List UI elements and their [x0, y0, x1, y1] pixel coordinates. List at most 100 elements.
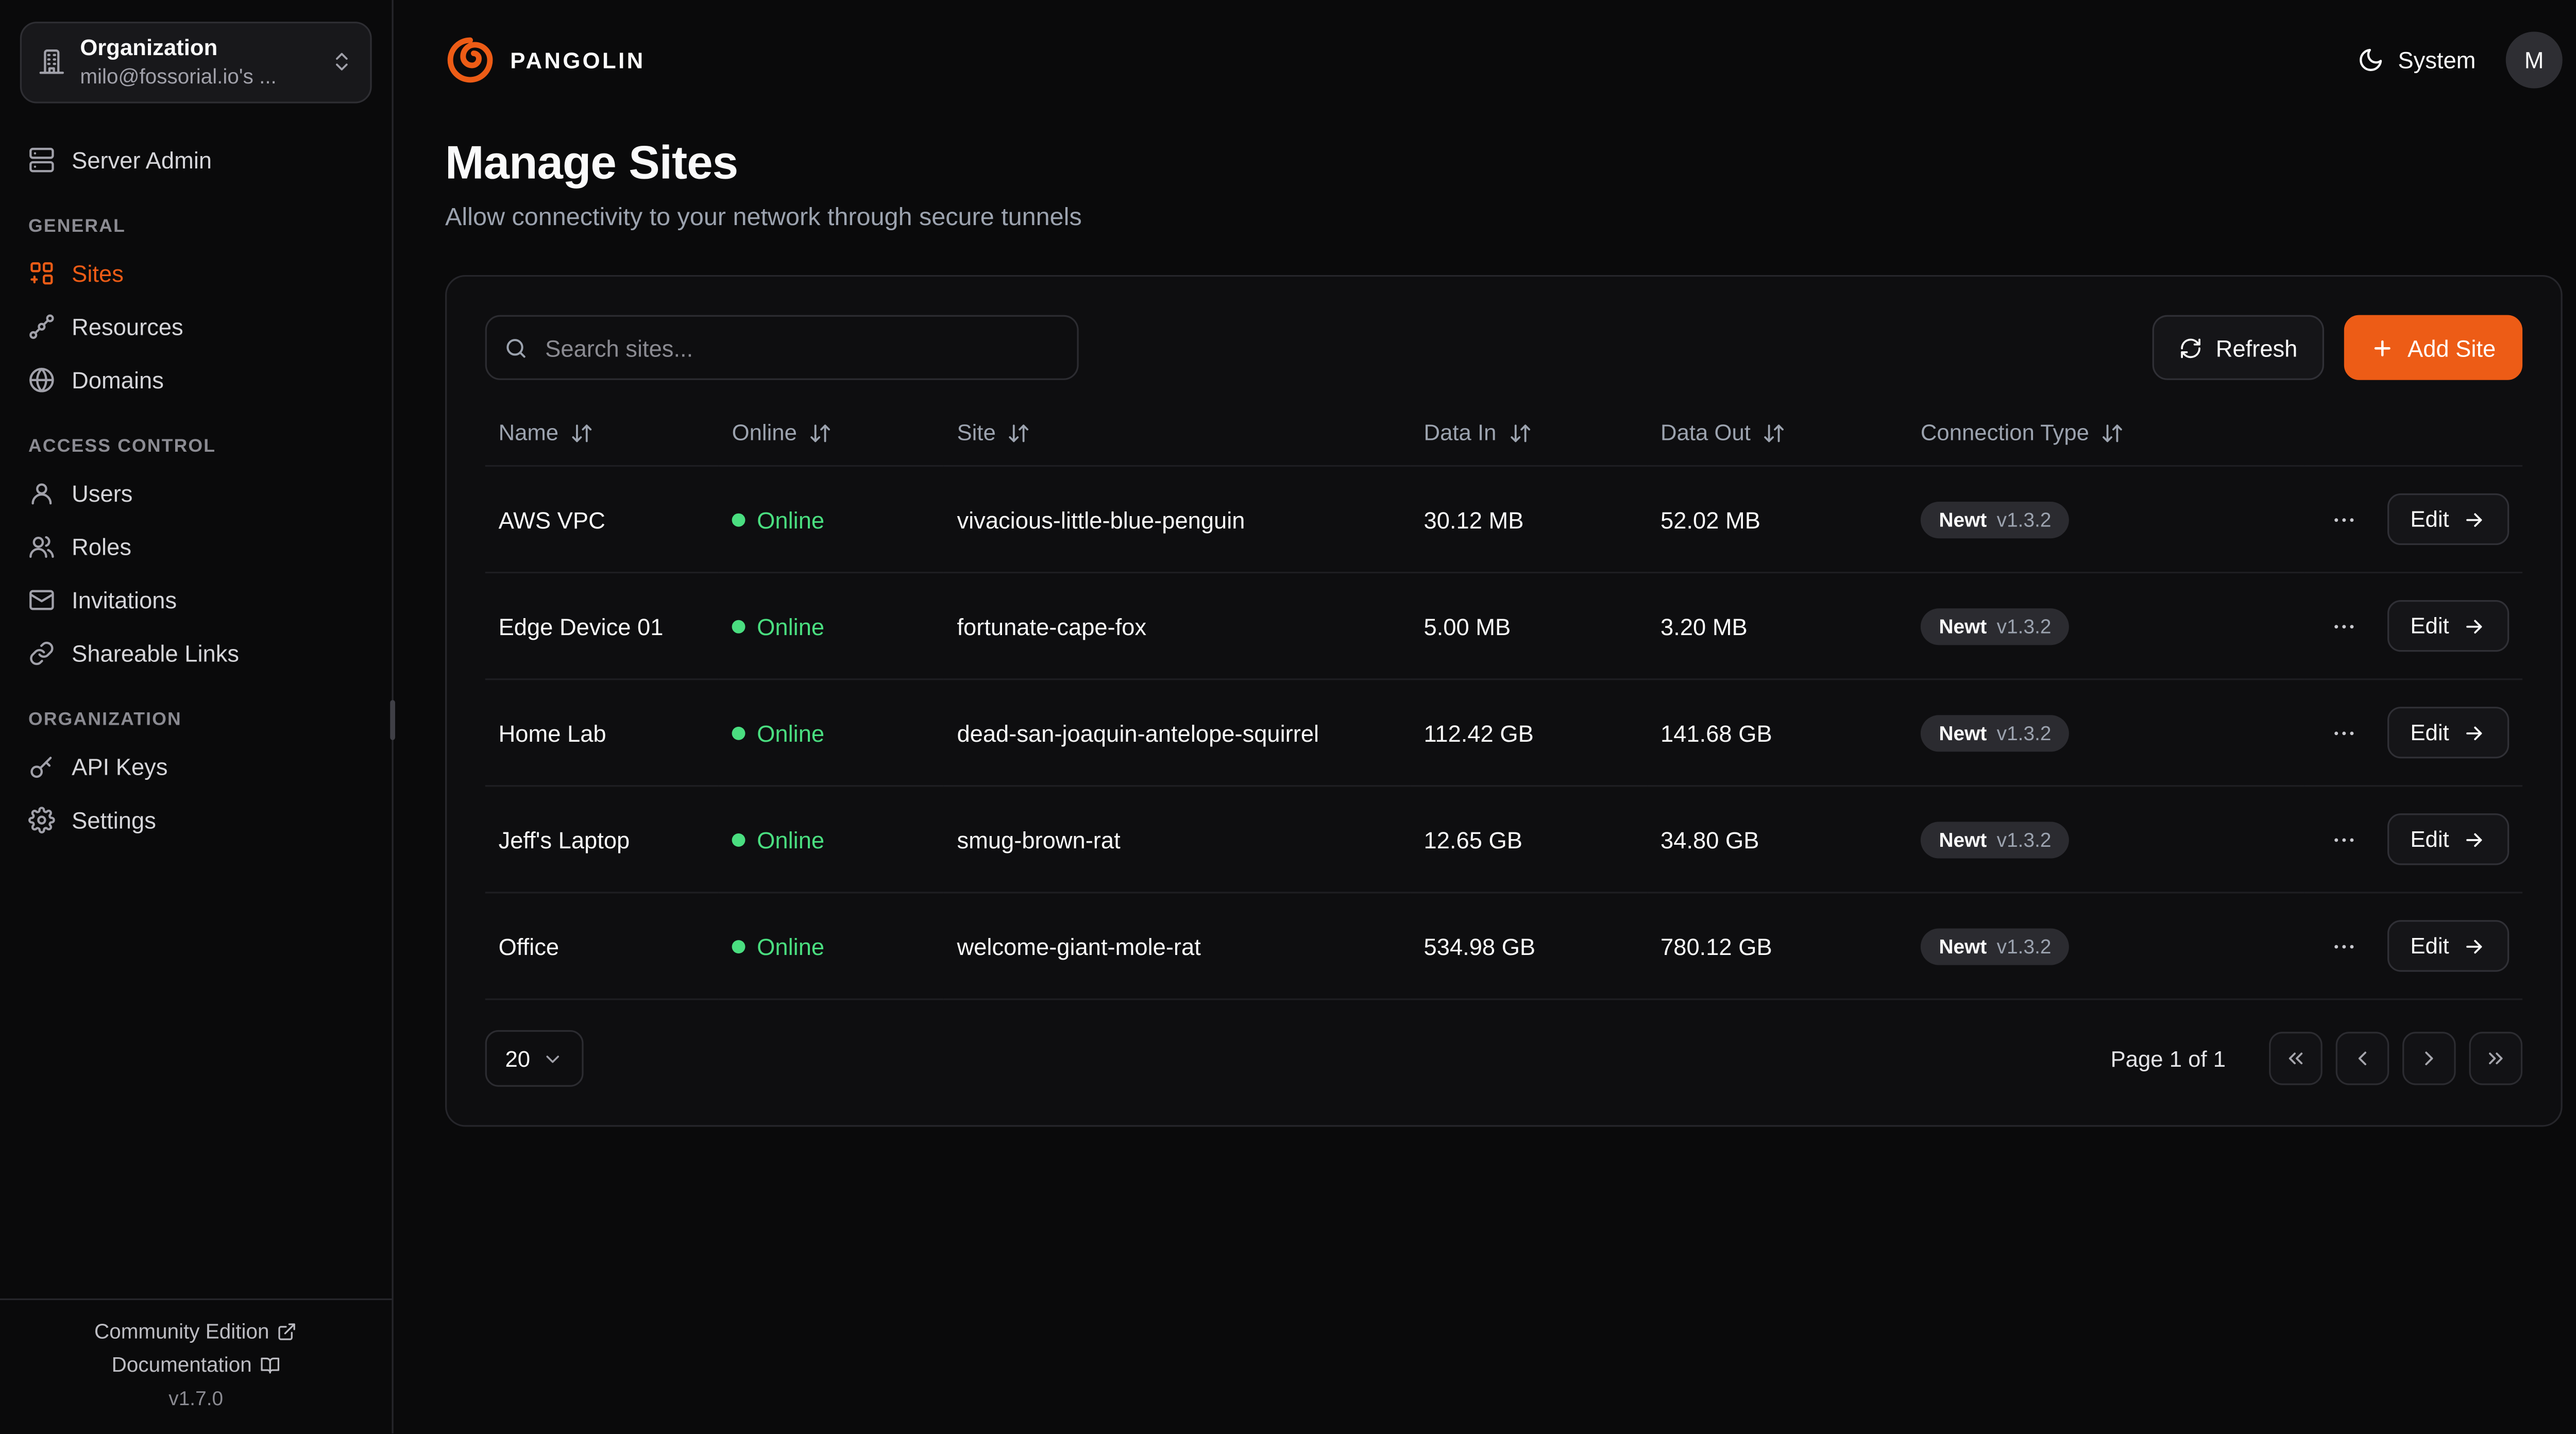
- edit-button-label: Edit: [2410, 933, 2449, 959]
- online-status-label: Online: [757, 933, 825, 960]
- data-out-value: 780.12 GB: [1660, 932, 1772, 960]
- online-status-dot: [732, 833, 745, 847]
- user-avatar[interactable]: M: [2505, 31, 2563, 89]
- next-page-button[interactable]: [2402, 1032, 2456, 1085]
- community-edition-link[interactable]: Community Edition: [94, 1320, 297, 1343]
- data-out-value: 141.68 GB: [1660, 719, 1772, 746]
- page-info: Page 1 of 1: [2110, 1046, 2226, 1071]
- edit-button[interactable]: Edit: [2387, 920, 2510, 972]
- version-label: v1.7.0: [168, 1387, 224, 1410]
- sidebar-resize-handle[interactable]: [390, 700, 395, 740]
- sort-online[interactable]: Online: [732, 420, 832, 445]
- data-in-value: 534.98 GB: [1423, 932, 1536, 960]
- online-status: Online: [732, 827, 824, 853]
- edit-button[interactable]: Edit: [2387, 813, 2510, 865]
- sidebar-item-users[interactable]: Users: [0, 467, 392, 520]
- sidebar-item-invitations[interactable]: Invitations: [0, 573, 392, 627]
- data-out-value: 52.02 MB: [1660, 506, 1761, 533]
- org-selector-subtitle: milo@fossorial.io's ...: [80, 64, 277, 89]
- data-in-value: 112.42 GB: [1423, 719, 1534, 746]
- sidebar-item-server-admin[interactable]: Server Admin: [0, 133, 392, 186]
- section-heading-access-control: ACCESS CONTROL: [28, 436, 216, 457]
- table-row: Home Lab Online dead-san-joaquin-antelop…: [485, 678, 2523, 786]
- page-content: Manage Sites Allow connectivity to your …: [394, 120, 2576, 1433]
- arrow-up-down-icon: [1508, 421, 1531, 444]
- gear-icon: [28, 806, 55, 833]
- sidebar-item-settings[interactable]: Settings: [0, 793, 392, 847]
- connection-version: v1.3.2: [1996, 614, 2052, 638]
- sort-connection-type[interactable]: Connection Type: [1921, 420, 2124, 445]
- edit-button-label: Edit: [2410, 720, 2449, 745]
- site-slug: vivacious-little-blue-penguin: [957, 506, 1245, 533]
- ellipsis-icon: [2330, 612, 2357, 639]
- table-row: Jeff's Laptop Online smug-brown-rat 12.6…: [485, 785, 2523, 893]
- previous-page-button[interactable]: [2335, 1032, 2389, 1085]
- sidebar-item-api-keys[interactable]: API Keys: [0, 740, 392, 793]
- sort-site[interactable]: Site: [957, 420, 1030, 445]
- table-row: AWS VPC Online vivacious-little-blue-pen…: [485, 465, 2523, 573]
- sites-icon: [28, 260, 55, 286]
- row-menu-button[interactable]: [2324, 926, 2364, 966]
- documentation-link[interactable]: Documentation: [112, 1354, 280, 1377]
- row-menu-button[interactable]: [2324, 499, 2364, 539]
- sidebar-item-resources[interactable]: Resources: [0, 300, 392, 353]
- row-menu-button[interactable]: [2324, 712, 2364, 753]
- sidebar: Organization milo@fossorial.io's ... Ser…: [0, 0, 395, 1433]
- add-site-button[interactable]: Add Site: [2344, 315, 2523, 380]
- sidebar-item-sites[interactable]: Sites: [0, 246, 392, 300]
- online-status: Online: [732, 933, 824, 960]
- sites-toolbar: Refresh Add Site: [485, 315, 2523, 380]
- sites-card: Refresh Add Site: [445, 275, 2563, 1127]
- users-icon: [28, 533, 55, 560]
- search-input[interactable]: [485, 315, 1079, 380]
- online-status-label: Online: [757, 506, 825, 534]
- refresh-button[interactable]: Refresh: [2152, 315, 2325, 380]
- arrow-right-icon: [2463, 934, 2486, 958]
- row-menu-button[interactable]: [2324, 606, 2364, 646]
- edit-button[interactable]: Edit: [2387, 493, 2510, 545]
- sort-data-out[interactable]: Data Out: [1660, 420, 1786, 445]
- table-row: Edge Device 01 Online fortunate-cape-fox…: [485, 571, 2523, 679]
- sort-name[interactable]: Name: [499, 420, 594, 445]
- link-icon: [28, 640, 55, 667]
- sidebar-item-shareable-links[interactable]: Shareable Links: [0, 626, 392, 680]
- sort-data-in[interactable]: Data In: [1424, 420, 1532, 445]
- sidebar-item-label: Resources: [72, 313, 183, 340]
- row-menu-button[interactable]: [2324, 819, 2364, 859]
- connection-type-badge: Newt v1.3.2: [1920, 714, 2070, 751]
- sidebar-item-roles[interactable]: Roles: [0, 520, 392, 573]
- data-out-value: 3.20 MB: [1660, 612, 1748, 640]
- section-heading-organization: ORGANIZATION: [28, 710, 182, 730]
- online-status: Online: [732, 720, 824, 747]
- chevrons-right-icon: [2484, 1047, 2507, 1070]
- arrow-up-down-icon: [2101, 421, 2124, 444]
- connection-name: Newt: [1939, 614, 1987, 638]
- site-name: Jeff's Laptop: [498, 826, 630, 853]
- connection-type-badge: Newt v1.3.2: [1920, 927, 2070, 965]
- arrow-right-icon: [2463, 507, 2486, 531]
- edit-button[interactable]: Edit: [2387, 600, 2510, 652]
- data-in-value: 12.65 GB: [1423, 826, 1522, 853]
- arrow-right-icon: [2463, 614, 2486, 637]
- first-page-button[interactable]: [2269, 1032, 2323, 1085]
- globe-icon: [28, 366, 55, 393]
- theme-selector[interactable]: System: [2358, 47, 2476, 73]
- site-slug: fortunate-cape-fox: [957, 612, 1147, 640]
- book-icon: [260, 1355, 280, 1375]
- edit-button-label: Edit: [2410, 506, 2449, 532]
- last-page-button[interactable]: [2469, 1032, 2523, 1085]
- ellipsis-icon: [2330, 933, 2357, 960]
- chevrons-up-down-icon: [330, 50, 353, 74]
- page-size-select[interactable]: 20: [485, 1030, 584, 1087]
- sidebar-item-domains[interactable]: Domains: [0, 353, 392, 407]
- refresh-icon: [2179, 336, 2202, 359]
- edit-button[interactable]: Edit: [2387, 707, 2510, 759]
- chevrons-left-icon: [2284, 1047, 2307, 1070]
- site-name: Edge Device 01: [498, 612, 664, 640]
- ellipsis-icon: [2330, 719, 2357, 746]
- site-name: AWS VPC: [498, 506, 605, 533]
- sidebar-item-label: Shareable Links: [72, 640, 240, 667]
- section-heading-general: GENERAL: [28, 216, 126, 237]
- org-selector[interactable]: Organization milo@fossorial.io's ...: [20, 22, 372, 104]
